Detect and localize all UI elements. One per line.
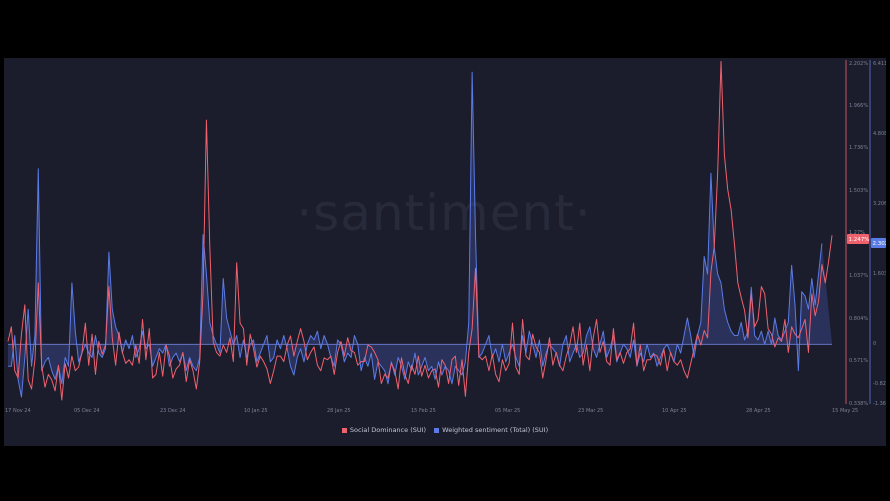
social-dominance-line [7,61,833,401]
left-y-tick-label: 0.804% [849,316,868,322]
watermark: ·santiment· [296,184,591,242]
left-y-tick-label: 1.736% [849,145,868,151]
weighted-sentiment-swatch-icon [434,427,440,433]
series-lines [7,61,833,401]
left-y-tick-label: 2.202% [849,61,868,67]
x-tick-label: 17 Nov 24 [5,408,31,414]
legend-item-social-dominance[interactable]: Social Dominance (SUI) [341,426,427,434]
left-y-tick-label: 0.571% [849,358,868,364]
left-y-tick-label: 1.037% [849,273,868,279]
right-y-tick-label: -1.36 [873,401,886,407]
left-y-axis: 2.202% 1.966% 1.736% 1.503% 1.27% 1.037% 0.804… [849,61,868,407]
x-tick-label: 28 Jan 25 [327,408,351,414]
legend: Social Dominance (SUI) Weighted sentimen… [4,426,886,435]
sentiment-last-value-badge-bg [871,238,886,248]
left-y-tick-label: 1.27% [849,230,865,236]
x-tick-label: 05 Dec 24 [74,408,100,414]
right-y-tick-label: 3.206 [873,201,886,207]
x-tick-label: 23 Dec 24 [160,408,186,414]
right-y-tick-label: 4.808 [873,131,886,137]
left-y-tick-label: 1.966% [849,103,868,109]
x-tick-label: 15 May 25 [832,408,858,414]
right-y-tick-label: 0 [873,341,876,347]
right-y-tick-label: 1.603 [873,271,886,277]
legend-item-weighted-sentiment[interactable]: Weighted sentiment (Total) (SUI) [434,426,548,434]
x-axis: 17 Nov 24 05 Dec 24 23 Dec 24 10 Jan 25 28 J… [5,408,858,414]
chart-panel: ·santiment· 17 Nov 24 05 Dec 24 23 Dec 24 1… [4,58,886,446]
last-value-badges: 1.247%2.302 [847,234,886,248]
left-y-tick-label: 1.503% [849,188,868,194]
sentiment-last-value-badge: 2.302 [873,241,887,247]
x-tick-label: 10 Apr 25 [662,408,687,414]
social-last-value-badge: 1.247% [849,237,870,243]
x-tick-label: 15 Feb 25 [411,408,436,414]
right-y-tick-label: -0.82 [873,381,886,387]
right-y-axis: 6.411 4.808 3.206 1.603 0 -0.82 -1.36 [873,61,886,407]
chart-svg[interactable]: ·santiment· 17 Nov 24 05 Dec 24 23 Dec 24 1… [4,58,886,446]
legend-label-social: Social Dominance (SUI) [349,426,427,434]
legend-label-sentiment: Weighted sentiment (Total) (SUI) [442,426,549,434]
x-tick-label: 23 Mar 25 [578,408,603,414]
right-y-tick-label: 6.411 [873,61,886,67]
left-y-tick-label: 0.338% [849,401,868,407]
social-dominance-swatch-icon [341,427,347,433]
x-tick-label: 10 Jan 25 [244,408,268,414]
x-tick-label: 05 Mar 25 [495,408,520,414]
social-last-value-badge-bg [847,234,869,244]
x-tick-label: 28 Apr 25 [746,408,771,414]
